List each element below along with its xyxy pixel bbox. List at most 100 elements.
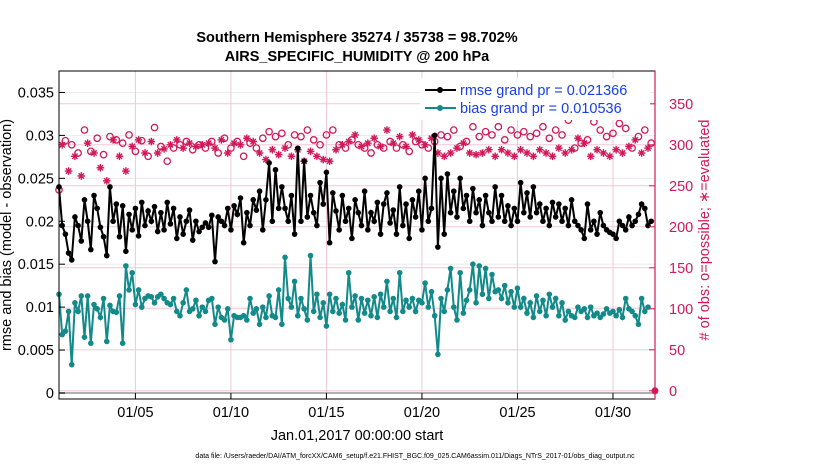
bias-point <box>352 293 358 299</box>
rmse-point <box>632 218 639 225</box>
obs-possible-point <box>367 149 375 157</box>
bias-point <box>212 321 218 328</box>
bias-point <box>228 336 234 343</box>
x-tick-label: 01/05 <box>117 405 153 421</box>
obs-evaluated-point <box>459 139 468 147</box>
rmse-point <box>129 227 136 233</box>
rmse-point <box>648 218 654 225</box>
bias-point <box>498 295 505 302</box>
rmse-point <box>259 227 266 233</box>
obs-evaluated-point <box>357 142 366 151</box>
rmse-point <box>482 192 489 199</box>
rmse-point <box>368 209 374 216</box>
rmse-point <box>575 222 581 229</box>
rmse-point <box>291 231 298 237</box>
bias-point <box>177 312 183 319</box>
obs-possible-point <box>500 136 509 144</box>
bias-point <box>84 293 91 299</box>
rmse-point <box>425 218 432 225</box>
bias-point <box>129 269 136 276</box>
rmse-point <box>145 208 151 214</box>
rmse-point <box>307 192 314 199</box>
bias-point <box>619 314 626 321</box>
bias-point <box>266 293 272 299</box>
obs-possible-point <box>532 129 541 138</box>
obs-evaluated-point <box>281 144 289 152</box>
obs-evaluated-point <box>637 149 646 157</box>
rmse-point <box>266 160 272 166</box>
bias-point <box>482 265 489 272</box>
rmse-point <box>380 201 387 207</box>
bias-point <box>400 308 406 315</box>
rmse-point <box>320 201 327 207</box>
rmse-point <box>282 205 288 212</box>
rmse-point <box>224 205 231 212</box>
obs-possible-point <box>615 119 624 128</box>
obs-possible-point <box>475 132 484 141</box>
bias-point <box>132 301 139 308</box>
obs-evaluated-point <box>128 142 137 151</box>
rmse-point <box>91 192 97 199</box>
bias-point <box>263 314 269 321</box>
bias-point <box>581 306 588 312</box>
y-right-tick-label: 50 <box>669 343 685 359</box>
bias-point <box>463 297 470 304</box>
obs-evaluated-point <box>408 131 417 139</box>
obs-evaluated-point <box>243 134 251 143</box>
rmse-point <box>501 218 508 225</box>
bias-point <box>304 317 311 323</box>
obs-evaluated-point <box>115 152 124 161</box>
obs-evaluated-point <box>529 152 538 161</box>
obs-evaluated-point <box>71 152 79 161</box>
y-right-tick-label: 350 <box>669 97 693 113</box>
rmse-point <box>403 201 409 207</box>
bias-point <box>126 287 132 293</box>
rmse-point <box>253 207 260 213</box>
y-left-tick-label: 0.03 <box>26 128 54 144</box>
rmse-point <box>374 199 381 206</box>
bias-point <box>288 304 295 310</box>
rmse-point <box>212 258 218 265</box>
bias-point <box>393 314 400 321</box>
bias-point <box>349 304 355 310</box>
bias-point <box>527 300 533 306</box>
bias-point <box>384 278 390 285</box>
bias-point <box>339 301 346 308</box>
bias-point <box>317 314 323 321</box>
rmse-point <box>629 222 635 229</box>
rmse-point <box>498 192 505 199</box>
rmse-point <box>463 192 470 199</box>
obs-evaluated-point <box>153 149 162 157</box>
legend-label: rmse grand pr = 0.021366 <box>460 83 627 99</box>
obs-possible-point <box>443 132 452 141</box>
rmse-point <box>396 184 403 190</box>
obs-evaluated-point <box>325 157 334 165</box>
obs-possible-point <box>469 122 477 131</box>
obs-possible-point <box>621 124 630 133</box>
obs-evaluated-point <box>478 149 487 157</box>
bias-point <box>390 295 397 302</box>
x-axis-label: Jan.01,2017 00:00:00 start <box>271 428 444 444</box>
bias-point <box>584 314 591 321</box>
rmse-point <box>466 218 473 225</box>
rmse-point <box>304 214 311 220</box>
rmse-point <box>116 233 123 240</box>
bias-point <box>517 304 524 310</box>
bias-point <box>368 312 374 319</box>
obs-evaluated-point <box>255 149 264 157</box>
bias-point <box>62 328 69 334</box>
rmse-point <box>616 218 623 225</box>
rmse-point <box>103 252 110 259</box>
bias-point <box>422 280 428 286</box>
rmse-point <box>571 218 578 225</box>
rmse-point <box>626 214 632 220</box>
obs-evaluated-point <box>555 144 563 152</box>
obs-evaluated-point <box>185 139 194 147</box>
x-tick-label: 01/20 <box>404 405 440 421</box>
obs-possible-point <box>494 122 503 131</box>
rmse-point <box>438 175 444 182</box>
bias-point <box>244 317 250 323</box>
bias-point <box>511 304 518 310</box>
obs-evaluated-point <box>211 144 219 152</box>
bias-point <box>345 269 352 276</box>
